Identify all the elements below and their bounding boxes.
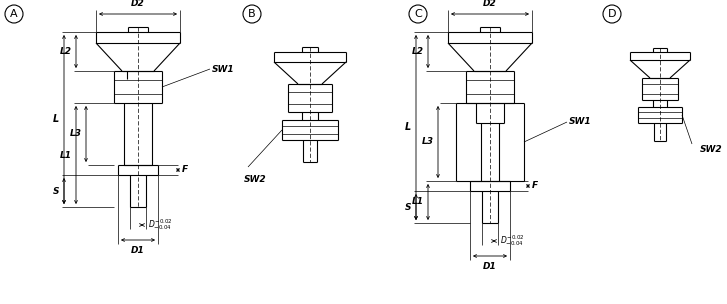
Text: L2: L2 (60, 47, 72, 56)
Text: S: S (404, 202, 411, 212)
Text: S: S (52, 186, 59, 195)
Text: D2: D2 (483, 0, 497, 8)
Text: SW1: SW1 (569, 118, 592, 126)
Text: $D^{-0.02}_{-0.04}$: $D^{-0.02}_{-0.04}$ (500, 233, 524, 248)
Text: F: F (182, 165, 188, 174)
Text: D2: D2 (131, 0, 145, 8)
Text: SW2: SW2 (244, 175, 267, 184)
Text: L2: L2 (412, 47, 424, 56)
Text: $D^{-0.02}_{-0.04}$: $D^{-0.02}_{-0.04}$ (148, 218, 172, 233)
Text: D: D (608, 9, 616, 19)
Text: L1: L1 (412, 198, 424, 206)
Text: F: F (532, 181, 538, 191)
Text: D1: D1 (483, 262, 497, 271)
Text: SW1: SW1 (212, 64, 235, 74)
Text: B: B (248, 9, 256, 19)
Text: SW2: SW2 (700, 146, 723, 154)
Text: D1: D1 (131, 246, 145, 255)
Text: L: L (405, 123, 411, 133)
Text: A: A (10, 9, 18, 19)
Text: L3: L3 (422, 137, 434, 147)
Text: L3: L3 (70, 130, 82, 139)
Text: C: C (414, 9, 422, 19)
Text: L: L (53, 115, 59, 125)
Text: L1: L1 (60, 150, 72, 160)
